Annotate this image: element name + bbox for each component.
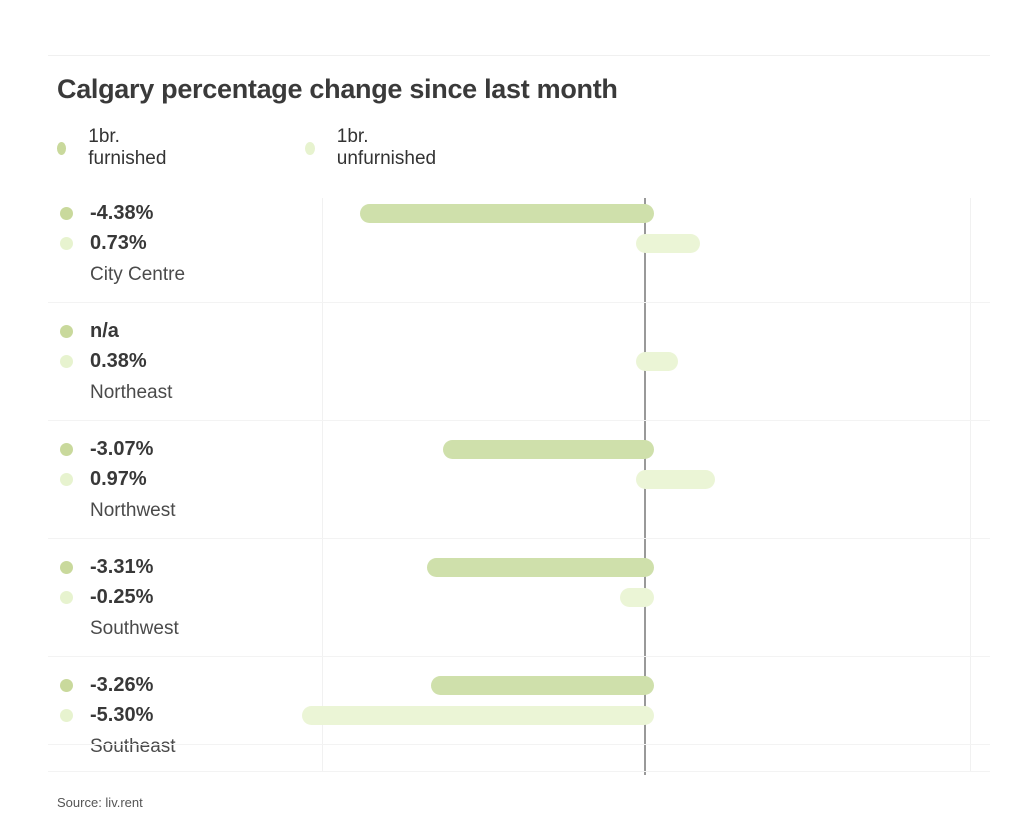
area-label: Southeast [90, 736, 176, 757]
unfurnished-dot-icon [60, 236, 73, 250]
unfurnished-bar [636, 469, 716, 489]
furnished-dot-icon [60, 442, 73, 456]
source-caption: Source: liv.rent [57, 795, 143, 810]
row-separator [48, 744, 990, 745]
unfurnished-dot-icon [60, 472, 73, 486]
unfurnished-bar [302, 705, 654, 725]
legend-label: 1br. unfurnished [336, 126, 437, 169]
unfurnished-legend-dot-icon [305, 141, 315, 155]
furnished-value-label: -3.31% [90, 556, 154, 578]
chart-row: -3.07% 0.97% Northwest [0, 431, 1024, 549]
area-label: Northeast [90, 382, 173, 403]
unfurnished-dot-icon [60, 590, 73, 604]
unfurnished-dot-icon [60, 708, 73, 722]
furnished-value-label: n/a [90, 320, 119, 342]
unfurnished-bar [620, 587, 654, 607]
unfurnished-bar [636, 351, 678, 371]
chart-row: n/a 0.38% Northeast [0, 313, 1024, 431]
unfurnished-value-label: 0.73% [90, 232, 147, 254]
unfurnished-value-label: 0.38% [90, 350, 147, 372]
furnished-dot-icon [60, 206, 73, 220]
unfurnished-value-label: -0.25% [90, 586, 154, 608]
chart-row: -4.38% 0.73% City Centre [0, 195, 1024, 313]
chart-title: Calgary percentage change since last mon… [57, 74, 618, 104]
area-label: City Centre [90, 264, 186, 285]
furnished-bar [442, 439, 654, 459]
unfurnished-bar [636, 233, 700, 253]
furnished-dot-icon [60, 678, 73, 692]
furnished-dot-icon [60, 324, 73, 338]
row-separator [48, 656, 990, 657]
furnished-value-label: -4.38% [90, 202, 154, 224]
plot-bottom-line [48, 771, 990, 772]
furnished-bar [430, 675, 654, 695]
legend-item-unfurnished: 1br. unfurnished [305, 126, 439, 170]
area-label: Southwest [90, 618, 179, 639]
plot-right-gridline [970, 198, 971, 772]
furnished-dot-icon [60, 560, 73, 574]
furnished-bar [427, 557, 654, 577]
furnished-value-label: -3.07% [90, 438, 154, 460]
row-separator [48, 420, 990, 421]
area-label: Northwest [90, 500, 176, 521]
legend-item-furnished: 1br. furnished [57, 126, 170, 170]
unfurnished-value-label: 0.97% [90, 468, 147, 490]
row-separator [48, 302, 990, 303]
chart-row: -3.26% -5.30% Southeast [0, 667, 1024, 785]
unfurnished-dot-icon [60, 354, 73, 368]
plot-left-gridline [322, 198, 323, 772]
legend-label: 1br. furnished [88, 126, 167, 169]
furnished-bar [360, 203, 654, 223]
furnished-value-label: -3.26% [90, 674, 154, 696]
row-separator [48, 538, 990, 539]
chart-row: -3.31% -0.25% Southwest [0, 549, 1024, 667]
top-divider [48, 55, 990, 56]
unfurnished-value-label: -5.30% [90, 704, 154, 726]
furnished-legend-dot-icon [57, 141, 67, 155]
